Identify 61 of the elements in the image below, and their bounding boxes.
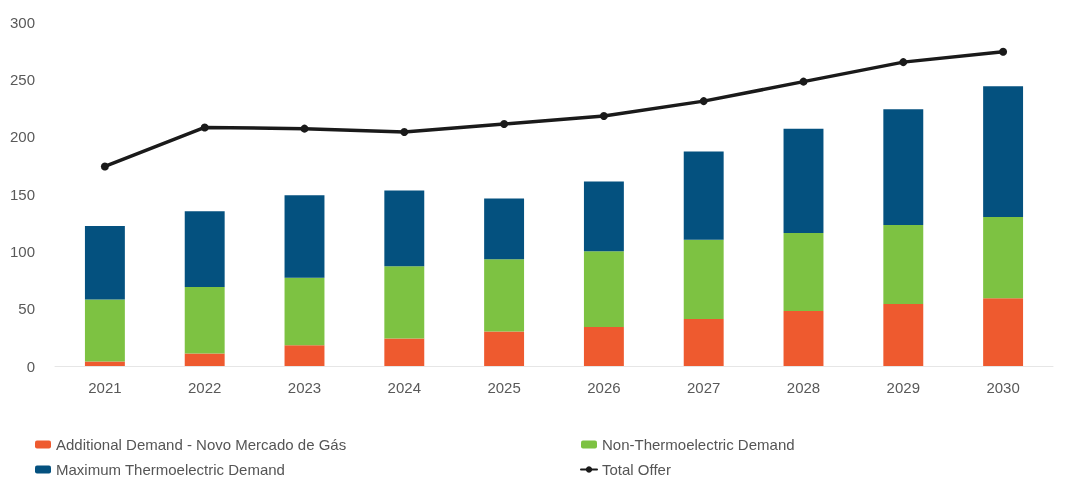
- legend-label: Non-Thermoelectric Demand: [602, 436, 795, 453]
- bar: [583, 327, 624, 366]
- point: [400, 128, 409, 137]
- bar: [683, 239, 724, 319]
- x-tick-label: 2028: [786, 379, 821, 396]
- x-tick-label: 2027: [687, 379, 721, 396]
- point: [200, 123, 209, 132]
- bar: [883, 224, 924, 305]
- bar: [384, 266, 425, 339]
- bar: [883, 109, 924, 225]
- y-tick-label: 300: [9, 13, 35, 31]
- y-tick-label: 50: [18, 300, 35, 318]
- y-tick-label: 0: [26, 357, 35, 375]
- x-tick-label: 2026: [587, 379, 621, 396]
- bar: [184, 286, 225, 354]
- bar: [84, 299, 125, 362]
- point: [500, 120, 509, 129]
- bar: [84, 361, 125, 366]
- bar: [184, 353, 225, 366]
- point: [699, 97, 708, 106]
- legend-label: Total Offer: [602, 461, 671, 478]
- bar: [783, 232, 824, 311]
- bar: [683, 318, 724, 366]
- bar: [184, 211, 225, 287]
- bar: [583, 251, 624, 328]
- bar: [783, 310, 824, 366]
- bar: [783, 128, 824, 233]
- bar: [84, 226, 125, 300]
- x-tick-label: 2023: [287, 379, 322, 396]
- y-tick-label: 200: [9, 128, 35, 146]
- x-tick-label: 2022: [188, 379, 222, 396]
- y-tick-label: 150: [9, 185, 35, 203]
- x-tick-label: 2024: [387, 379, 421, 396]
- x-tick-label: 2030: [986, 379, 1020, 396]
- point: [999, 47, 1008, 56]
- bar: [384, 338, 425, 366]
- bar: [983, 298, 1024, 366]
- bar: [983, 216, 1024, 299]
- bar: [883, 304, 924, 366]
- legend-label: Maximum Thermoelectric Demand: [56, 461, 285, 478]
- y-tick-label: 250: [9, 70, 35, 88]
- point: [599, 112, 608, 121]
- bar: [284, 345, 325, 366]
- point: [300, 124, 309, 133]
- bar: [484, 331, 525, 366]
- point: [899, 58, 908, 67]
- bar: [484, 259, 525, 332]
- x-tick-label: 2021: [88, 379, 122, 396]
- x-tick-label: 2025: [487, 379, 521, 396]
- bar: [683, 151, 724, 240]
- point: [799, 77, 808, 86]
- x-tick-label: 2029: [886, 379, 920, 396]
- bar: [484, 198, 525, 260]
- legend-label: Additional Demand - Novo Mercado de Gás: [56, 436, 347, 453]
- y-tick-label: 100: [9, 242, 35, 260]
- bar: [284, 277, 325, 346]
- bar: [284, 195, 325, 278]
- bar: [983, 86, 1024, 217]
- bar: [384, 190, 425, 267]
- point: [100, 162, 109, 171]
- bar: [583, 181, 624, 252]
